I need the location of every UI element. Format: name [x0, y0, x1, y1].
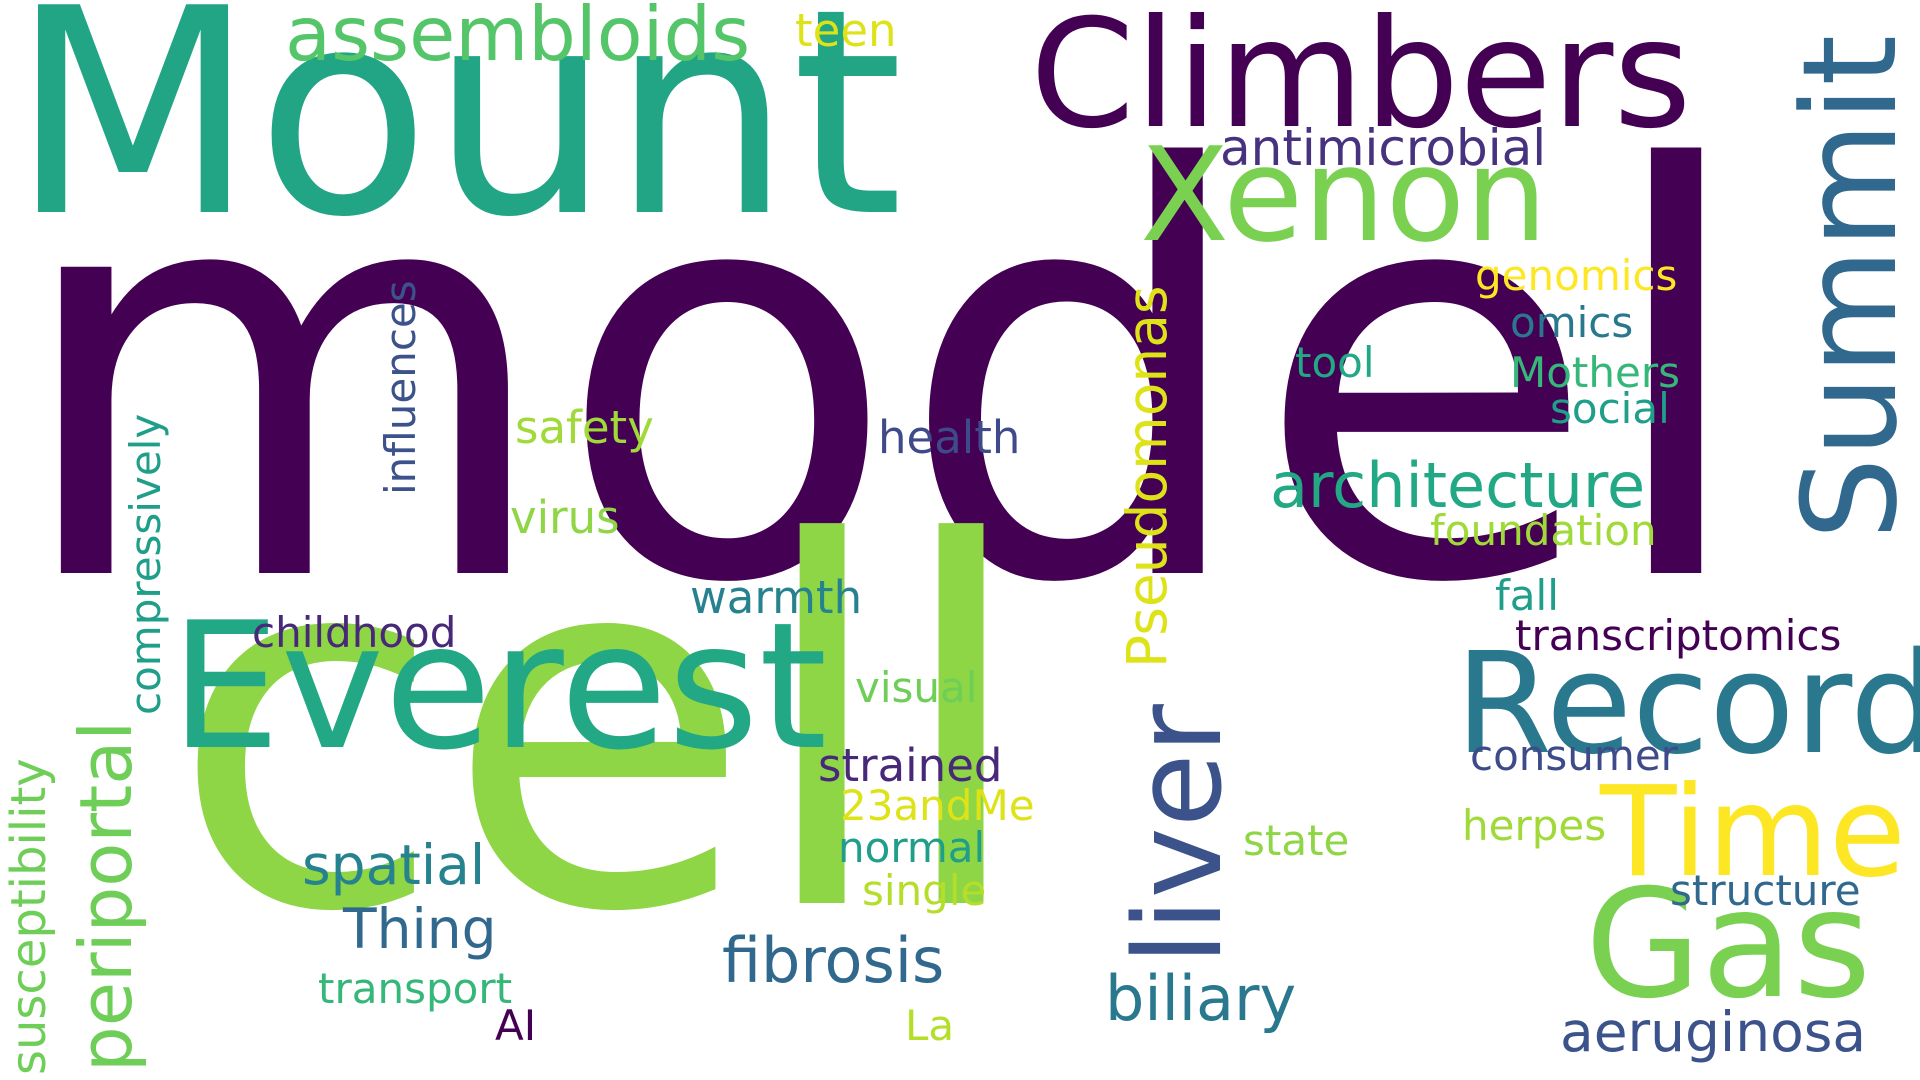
- word-visual: visual: [855, 663, 978, 712]
- word-ai: AI: [495, 1001, 537, 1050]
- word-la: La: [905, 1001, 955, 1050]
- word-state: state: [1243, 816, 1350, 865]
- word-periportal: periportal: [64, 720, 148, 1072]
- word-omics: omics: [1510, 298, 1634, 347]
- word-safety: safety: [515, 401, 654, 454]
- word-tool: tool: [1295, 338, 1375, 387]
- word-assembloids: assembloids: [285, 0, 751, 78]
- word-record: Record: [1455, 623, 1920, 786]
- word-cell: cell: [170, 439, 1031, 1021]
- word-teen: teen: [795, 4, 897, 57]
- word-climbers: Climbers: [1030, 0, 1692, 162]
- word-antimicrobial: antimicrobial: [1220, 119, 1547, 177]
- word-herpes: herpes: [1462, 801, 1607, 850]
- word-biliary: biliary: [1105, 962, 1297, 1035]
- word-consumer: consumer: [1470, 731, 1678, 780]
- word-gas: Gas: [1585, 858, 1872, 1032]
- word-summit: Summit: [1774, 34, 1920, 540]
- word-childhood: childhood: [252, 608, 457, 657]
- word-mount: Mount: [10, 0, 904, 280]
- word-pseudomonas: Pseudomonas: [1115, 285, 1179, 668]
- word-health: health: [878, 411, 1021, 464]
- word-everest: Everest: [170, 586, 828, 789]
- word-genomics: genomics: [1475, 251, 1678, 300]
- word-compressively: compressively: [121, 413, 170, 715]
- word-transcriptomics: transcriptomics: [1515, 611, 1842, 660]
- word-warmth: warmth: [690, 571, 863, 624]
- word-normal: normal: [838, 823, 986, 872]
- word-fall: fall: [1495, 571, 1559, 620]
- word-23andme: 23andMe: [840, 781, 1035, 830]
- word-single: single: [862, 866, 987, 915]
- word-time: Time: [1600, 760, 1906, 905]
- word-spatial: spatial: [302, 833, 486, 897]
- word-fibrosis: fibrosis: [722, 924, 945, 997]
- word-virus: virus: [510, 491, 620, 544]
- word-mothers: Mothers: [1510, 348, 1681, 397]
- word-aeruginosa: aeruginosa: [1560, 1000, 1867, 1064]
- word-thing: Thing: [343, 897, 497, 961]
- word-transport: transport: [318, 964, 513, 1013]
- word-susceptibility: susceptibility: [1, 758, 57, 1075]
- word-foundation: foundation: [1430, 506, 1657, 555]
- word-social: social: [1550, 384, 1670, 433]
- word-liver: liver: [1110, 704, 1249, 965]
- word-architecture: architecture: [1270, 449, 1646, 522]
- word-model: model: [10, 54, 1754, 706]
- word-influences: influences: [376, 280, 425, 495]
- word-strained: strained: [818, 739, 1003, 792]
- word-xenon: Xenon: [1140, 119, 1548, 271]
- word-structure: structure: [1670, 866, 1861, 915]
